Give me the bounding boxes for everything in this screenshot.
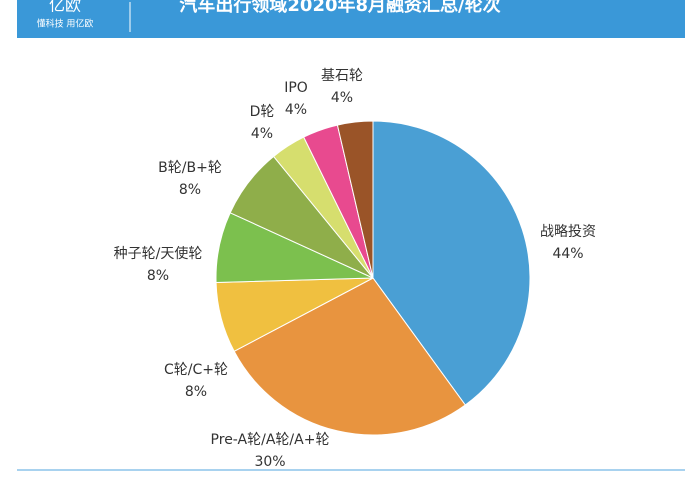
pie-slice (233, 277, 466, 436)
header-bar (17, 0, 685, 38)
slice-label: 种子轮/天使轮 (114, 245, 203, 262)
slice-label: B轮/B+轮 (158, 160, 222, 176)
slogan: 懂科技 用亿欧 (37, 18, 94, 30)
slice-value: 4% (285, 102, 307, 118)
slice-label: 基石轮 (321, 67, 363, 84)
slice-label: C轮/C+轮 (164, 362, 228, 378)
slice-value: 8% (185, 384, 207, 400)
pie-slice (372, 120, 531, 406)
slice-value: 44% (552, 246, 583, 262)
slice-label: IPO (284, 80, 308, 96)
logo: 亿欧 (49, 0, 81, 15)
slice-label: Pre-A轮/A轮/A+轮 (211, 432, 330, 448)
slice-label: D轮 (250, 104, 275, 120)
slice-value: 8% (179, 182, 201, 198)
slice-value: 8% (147, 268, 169, 284)
slice-value: 30% (254, 454, 285, 470)
pie-slice (336, 120, 374, 279)
slice-label: 战略投资 (540, 224, 596, 240)
slice-value: 4% (331, 90, 353, 106)
chart-title: 汽车出行领域2020年8月融资汇总/轮次 (179, 0, 500, 16)
slice-value: 4% (251, 126, 273, 142)
